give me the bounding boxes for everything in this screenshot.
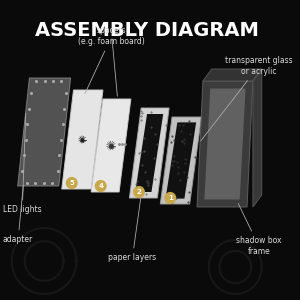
Polygon shape	[197, 81, 253, 207]
Circle shape	[95, 181, 106, 191]
Polygon shape	[18, 78, 70, 186]
Polygon shape	[135, 114, 163, 192]
Text: 4: 4	[98, 183, 103, 189]
Text: 5: 5	[69, 180, 74, 186]
Text: LED lights: LED lights	[3, 113, 42, 214]
Polygon shape	[166, 122, 196, 199]
Text: spacers
(e.g. foam board): spacers (e.g. foam board)	[78, 26, 145, 94]
Polygon shape	[91, 99, 131, 192]
Text: paper layers: paper layers	[108, 198, 156, 262]
Text: 2: 2	[136, 189, 141, 195]
Polygon shape	[129, 108, 169, 198]
Text: adapter: adapter	[3, 186, 33, 244]
Text: 1: 1	[168, 195, 173, 201]
Circle shape	[134, 187, 144, 197]
Circle shape	[165, 193, 175, 203]
Polygon shape	[253, 69, 262, 207]
Polygon shape	[62, 90, 103, 189]
Polygon shape	[204, 88, 246, 200]
Polygon shape	[160, 117, 201, 204]
Text: ASSEMBLY DIAGRAM: ASSEMBLY DIAGRAM	[35, 21, 259, 40]
Text: transparent glass
or acrylic: transparent glass or acrylic	[201, 56, 292, 141]
Text: shadow box
frame: shadow box frame	[236, 203, 281, 256]
Polygon shape	[203, 69, 262, 81]
Circle shape	[67, 178, 77, 188]
